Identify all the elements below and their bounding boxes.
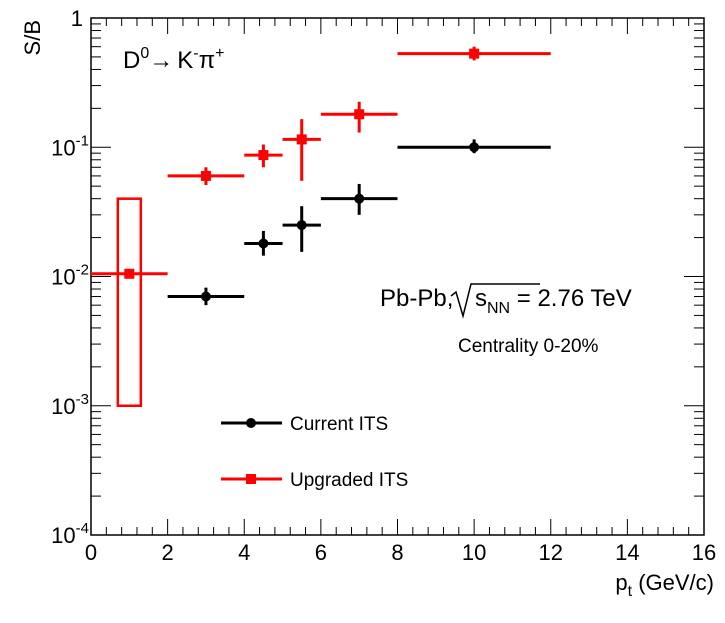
y-axis-label: S/B — [20, 20, 45, 55]
legend-label-current: Current ITS — [290, 414, 388, 435]
svg-text:sNN = 2.76 TeV: sNN = 2.76 TeV — [475, 285, 632, 317]
decay-annotation: D0→ K-π+ — [123, 45, 225, 74]
legend-entry-upgraded: Upgraded ITS — [221, 470, 408, 491]
x-tick-label: 8 — [391, 540, 403, 565]
x-tick-label: 16 — [692, 540, 716, 565]
y-axis: 10-4 10-3 10-2 10-1 1 — [51, 6, 704, 548]
data-point — [124, 268, 135, 279]
series-upgraded-its — [91, 46, 551, 407]
legend-entry-current: Current ITS — [221, 414, 388, 435]
x-tick-label: 0 — [85, 540, 97, 565]
data-point — [258, 150, 269, 161]
centrality-annotation: Centrality 0-20% — [458, 336, 599, 357]
legend-label-upgraded: Upgraded ITS — [290, 470, 408, 491]
x-tick-label: 12 — [539, 540, 563, 565]
systematic-box — [116, 197, 143, 407]
y-tick-label: 10-2 — [51, 262, 89, 290]
sqrt-sign — [450, 283, 540, 319]
data-point — [354, 193, 365, 204]
data-point — [469, 48, 480, 59]
x-axis: 0 2 4 6 8 10 12 14 16 — [85, 18, 716, 565]
x-tick-label: 14 — [615, 540, 639, 565]
y-tick-label: 1 — [71, 6, 83, 31]
s-subscript: NN — [487, 300, 510, 317]
x-axis-label: pt (GeV/c) — [615, 570, 714, 600]
x-tick-label: 2 — [162, 540, 174, 565]
data-point — [354, 109, 365, 120]
collision-energy: = 2.76 TeV — [510, 285, 632, 312]
s-symbol: s — [475, 285, 487, 312]
x-tick-label: 10 — [462, 540, 486, 565]
data-point — [258, 238, 269, 249]
legend-marker-upgraded — [246, 474, 256, 484]
collision-annotation: Pb-Pb, sNN = 2.76 TeV — [380, 283, 632, 319]
data-point — [296, 220, 307, 231]
x-tick-label: 6 — [315, 540, 327, 565]
data-point — [469, 142, 480, 153]
legend: Current ITS Upgraded ITS — [221, 414, 408, 491]
legend-marker-current — [246, 418, 256, 428]
series-current-its — [167, 139, 551, 306]
data-point — [200, 291, 211, 302]
y-tick-label: 10-4 — [51, 520, 89, 548]
plot-frame — [90, 17, 705, 536]
y-tick-label: 10-1 — [51, 132, 89, 160]
data-point — [296, 134, 307, 145]
x-tick-label: 4 — [238, 540, 250, 565]
data-marks — [91, 46, 551, 407]
y-tick-label: 10-3 — [51, 391, 89, 419]
plot-area: 0 2 4 6 8 10 12 14 16 10-4 10-3 10-2 10-1 1 — [51, 6, 716, 565]
collision-prefix: Pb-Pb, — [380, 285, 453, 312]
data-point — [200, 170, 211, 181]
